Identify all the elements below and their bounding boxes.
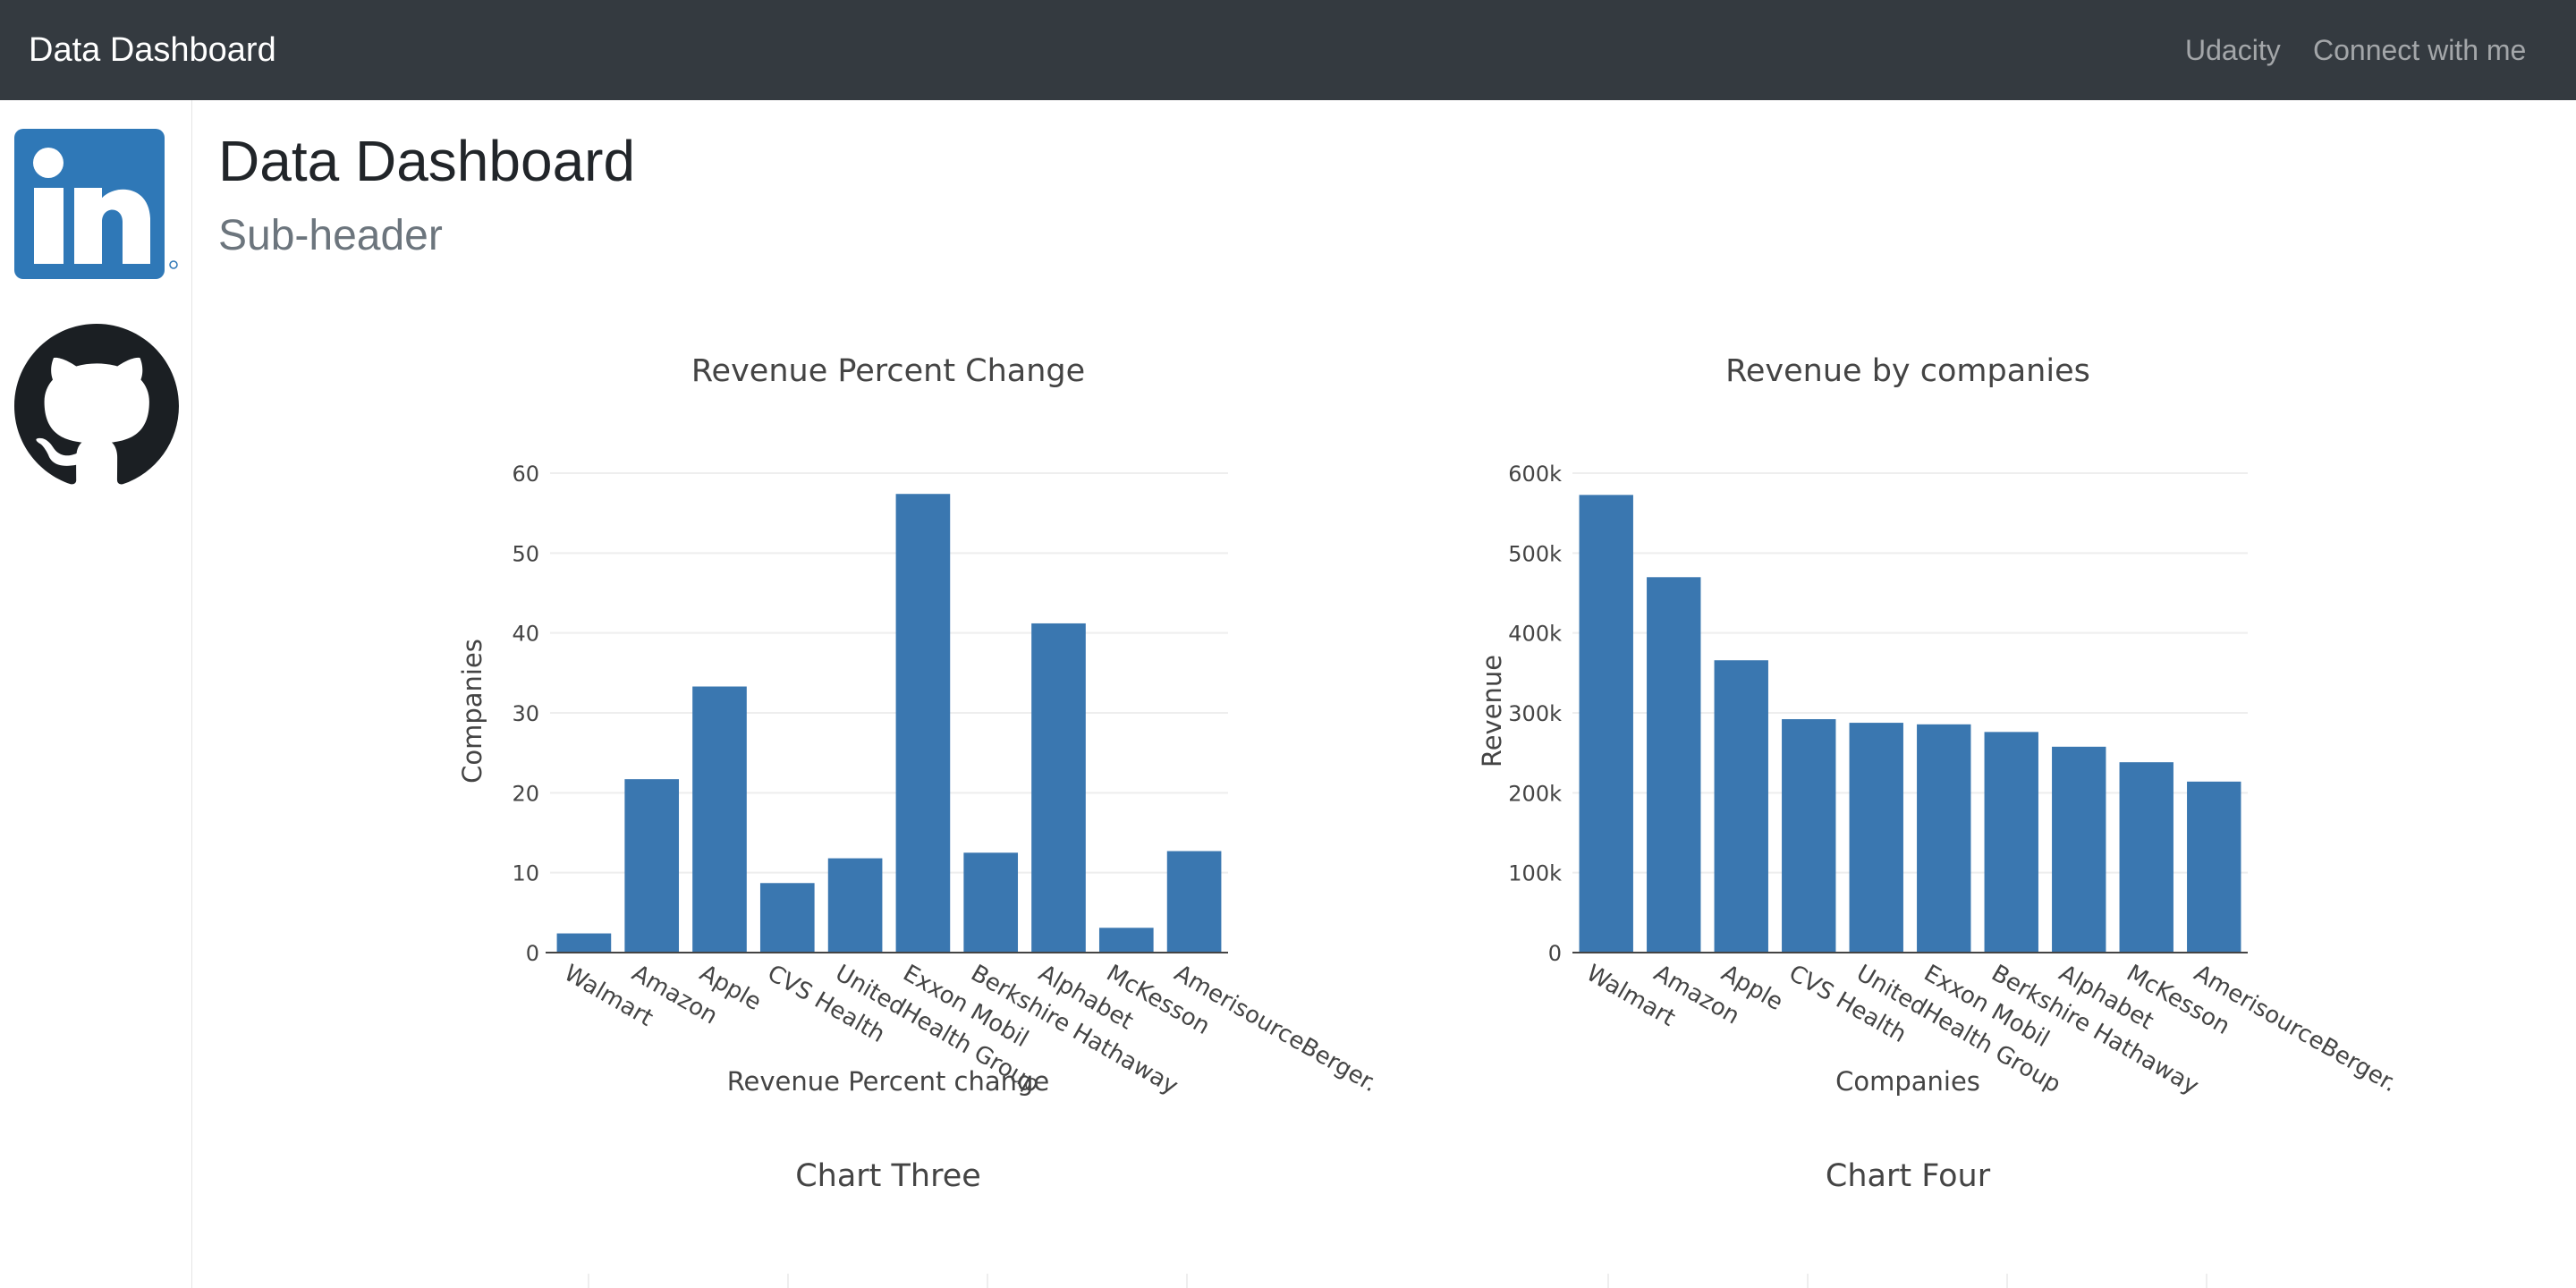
page-subtitle: Sub-header bbox=[218, 212, 443, 259]
y-tick-label: 0 bbox=[1548, 941, 1562, 966]
navbar-brand[interactable]: Data Dashboard bbox=[29, 31, 276, 69]
bar[interactable] bbox=[759, 883, 815, 953]
y-axis-label: Revenue bbox=[1477, 655, 1507, 767]
bars bbox=[1579, 495, 2241, 953]
chart-title: Revenue by companies bbox=[1725, 353, 2090, 389]
bar[interactable] bbox=[1714, 660, 1768, 953]
y-tick-labels: 0 100k 200k 300k 400k 500k 600k bbox=[1508, 462, 1562, 966]
chart-title: Chart Four bbox=[1826, 1158, 1991, 1194]
bar[interactable] bbox=[827, 858, 883, 953]
y-tick-label: 30 bbox=[512, 701, 539, 726]
y-tick-label: 20 bbox=[512, 781, 539, 806]
bar[interactable] bbox=[1917, 724, 1971, 953]
y-tick-label: 300k bbox=[1508, 701, 1562, 726]
bar[interactable] bbox=[1098, 928, 1154, 953]
linkedin-link[interactable] bbox=[14, 129, 182, 281]
y-tick-label: 200k bbox=[1508, 781, 1562, 806]
navbar: Data Dashboard Udacity Connect with me bbox=[0, 0, 2576, 100]
bar[interactable] bbox=[1166, 851, 1222, 953]
bars bbox=[556, 494, 1222, 953]
y-tick-label: 50 bbox=[512, 541, 539, 566]
y-tick-label: 600k bbox=[1508, 462, 1562, 487]
bar[interactable] bbox=[1782, 719, 1836, 953]
bar[interactable] bbox=[1031, 623, 1086, 953]
bar[interactable] bbox=[895, 494, 951, 953]
bar[interactable] bbox=[963, 852, 1019, 953]
github-link[interactable] bbox=[14, 324, 179, 488]
y-tick-label: 400k bbox=[1508, 622, 1562, 647]
x-gridlines bbox=[588, 1274, 1188, 1288]
y-tick-label: 100k bbox=[1508, 861, 1562, 886]
chart-four: Chart Four bbox=[1607, 1158, 2207, 1288]
page-title: Data Dashboard bbox=[218, 129, 636, 193]
chart-title: Chart Three bbox=[795, 1158, 981, 1194]
y-tick-labels: 0 10 20 30 40 50 60 bbox=[512, 462, 539, 966]
nav-link-connect[interactable]: Connect with me bbox=[2313, 34, 2527, 66]
y-gridlines bbox=[550, 472, 1228, 874]
y-tick-label: 500k bbox=[1508, 541, 1562, 566]
sidebar bbox=[0, 100, 192, 1288]
bar[interactable] bbox=[1579, 495, 1633, 953]
chart-revenue-by-companies: Revenue by companies 0 100k 200k 300k 400k 50… bbox=[1477, 353, 2402, 1100]
bar[interactable] bbox=[1984, 732, 2038, 953]
linkedin-icon bbox=[14, 129, 178, 279]
bar[interactable] bbox=[1647, 577, 1701, 953]
x-gridlines bbox=[1607, 1274, 2207, 1288]
github-icon bbox=[14, 324, 179, 485]
x-axis-label: Revenue Percent change bbox=[727, 1066, 1050, 1097]
y-tick-label: 10 bbox=[512, 861, 539, 886]
bar[interactable] bbox=[556, 933, 612, 953]
nav-link-udacity[interactable]: Udacity bbox=[2185, 34, 2281, 66]
bar[interactable] bbox=[1849, 723, 1903, 953]
bar[interactable] bbox=[2187, 781, 2241, 953]
chart-title: Revenue Percent Change bbox=[691, 353, 1085, 389]
bar[interactable] bbox=[624, 779, 680, 953]
bar[interactable] bbox=[2052, 746, 2106, 953]
y-tick-label: 60 bbox=[512, 462, 539, 487]
y-tick-label: 0 bbox=[526, 941, 539, 966]
y-axis-label: Companies bbox=[457, 639, 487, 784]
x-axis-label: Companies bbox=[1835, 1066, 1980, 1097]
chart-three: Chart Three bbox=[588, 1158, 1188, 1288]
bar[interactable] bbox=[2119, 762, 2174, 953]
y-tick-label: 40 bbox=[512, 622, 539, 647]
bar[interactable] bbox=[692, 686, 747, 953]
